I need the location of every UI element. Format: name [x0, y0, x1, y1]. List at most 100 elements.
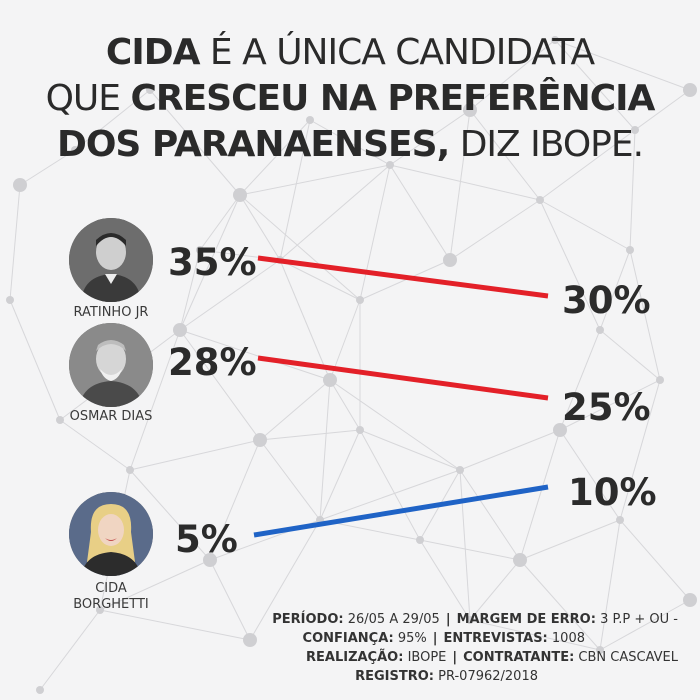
headline-light-3: DIZ IBOPE.	[449, 124, 644, 165]
registro-label: REGISTRO:	[355, 669, 434, 684]
portrait-icon	[69, 323, 153, 407]
footer-row-1: PERÍODO: 26/05 A 29/05 | MARGEM DE ERRO: 3…	[118, 610, 678, 629]
avatar-ratinho	[69, 218, 153, 302]
registro-value: PR-07962/2018	[438, 669, 538, 684]
bg-link	[239, 194, 361, 301]
bg-link	[259, 379, 331, 441]
bg-link	[179, 259, 281, 331]
bg-node	[463, 103, 477, 117]
bg-node	[683, 593, 697, 607]
bg-node	[513, 553, 527, 567]
entrevistas-value: 1008	[551, 631, 585, 646]
bg-link	[554, 39, 636, 131]
bg-link	[279, 259, 331, 381]
realizacao-value: IBOPE	[407, 650, 447, 665]
portrait-icon	[69, 218, 153, 302]
headline: CIDA É A ÚNICA CANDIDATA QUE CRESCEU NA …	[20, 30, 680, 168]
bg-link	[319, 469, 461, 521]
value-label-start-2: 5%	[175, 518, 238, 561]
value-label-end-1: 25%	[562, 386, 651, 429]
bg-link	[319, 379, 331, 521]
bg-link	[209, 559, 251, 641]
bg-link	[389, 109, 471, 166]
bg-link	[129, 329, 181, 471]
bg-link	[359, 164, 391, 301]
bg-link	[559, 379, 661, 431]
bg-link	[329, 379, 361, 431]
bg-link	[419, 539, 521, 561]
bg-link	[279, 259, 361, 301]
candidate-name-cida-line1: CIDA	[95, 581, 127, 596]
bg-link	[359, 429, 461, 471]
bg-node	[536, 196, 544, 204]
headline-light-1: É A ÚNICA CANDIDATA	[199, 32, 595, 73]
margem-value: 3 P.P + OU -	[600, 612, 678, 627]
bg-node	[233, 188, 247, 202]
bg-link	[309, 119, 391, 166]
portrait-icon	[69, 492, 153, 576]
bg-node	[323, 373, 337, 387]
margem-label: MARGEM DE ERRO:	[456, 612, 596, 627]
bg-link	[559, 329, 601, 431]
bg-node	[683, 83, 697, 97]
confianca-value: 95%	[397, 631, 427, 646]
bg-node	[253, 433, 267, 447]
separator: |	[452, 650, 458, 665]
bg-link	[634, 89, 691, 131]
bg-link	[199, 194, 241, 251]
bg-link	[129, 439, 261, 471]
bg-link	[359, 429, 421, 541]
bg-link	[459, 429, 561, 471]
bg-node	[36, 686, 44, 694]
bg-link	[469, 109, 541, 201]
value-label-start-1: 28%	[168, 341, 257, 384]
bg-link	[239, 119, 311, 196]
bg-link	[449, 199, 541, 261]
periodo-value: 26/05 A 29/05	[347, 612, 440, 627]
bg-node	[553, 423, 567, 437]
bg-node	[56, 416, 64, 424]
series-line-0	[257, 255, 549, 299]
bg-node	[596, 326, 604, 334]
bg-link	[599, 249, 631, 331]
bg-node	[173, 323, 187, 337]
bg-node	[146, 86, 154, 94]
bg-node	[203, 553, 217, 567]
candidate-name-ratinho: RATINHO JR	[73, 305, 149, 320]
bg-node	[96, 606, 104, 614]
bg-link	[619, 379, 661, 521]
bg-node	[243, 633, 257, 647]
bg-node	[13, 178, 27, 192]
bg-link	[74, 89, 151, 151]
headline-bold-2: CRESCEU NA PREFERÊNCIA	[130, 78, 655, 119]
confianca-label: CONFIANÇA:	[302, 631, 394, 646]
bg-link	[469, 39, 556, 111]
bg-link	[279, 119, 311, 261]
bg-link	[554, 39, 691, 91]
periodo-label: PERÍODO:	[272, 612, 344, 627]
bg-node	[466, 616, 474, 624]
bg-node	[616, 516, 624, 524]
bg-link	[469, 559, 521, 621]
bg-node	[656, 376, 664, 384]
footer-row-2: CONFIANÇA: 95% | ENTREVISTAS: 1008	[118, 629, 678, 648]
bg-link	[619, 519, 691, 601]
footer-row-4: REGISTRO: PR-07962/2018	[118, 667, 678, 686]
separator: |	[432, 631, 438, 646]
survey-footer: PERÍODO: 26/05 A 29/05 | MARGEM DE ERRO: 3…	[118, 610, 678, 686]
bg-link	[519, 429, 561, 561]
bg-link	[99, 559, 211, 611]
series-line-1	[257, 355, 549, 401]
bg-link	[9, 299, 61, 421]
bg-node	[356, 426, 364, 434]
bg-node	[626, 246, 634, 254]
avatar-osmar	[69, 323, 153, 407]
bg-link	[469, 619, 601, 651]
candidate-name-osmar: OSMAR DIAS	[69, 409, 153, 424]
bg-link	[459, 469, 521, 561]
bg-link	[179, 249, 201, 331]
bg-node	[71, 146, 79, 154]
bg-link	[249, 519, 321, 641]
headline-bold-1: CIDA	[105, 32, 201, 73]
